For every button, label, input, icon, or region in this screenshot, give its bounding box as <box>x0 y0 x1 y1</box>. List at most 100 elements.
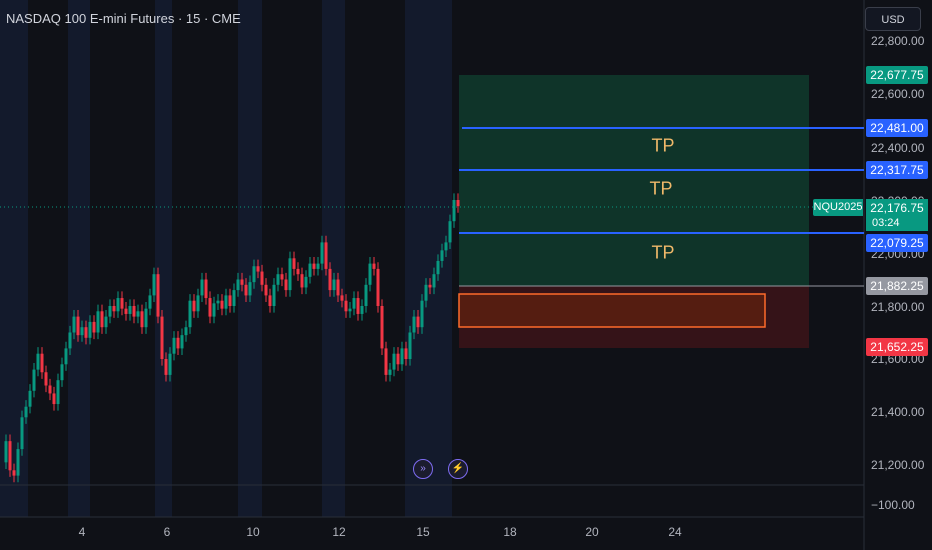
candle-body <box>148 295 152 309</box>
candle-body <box>32 369 36 391</box>
candle-body <box>384 348 388 375</box>
candle-body <box>456 200 460 207</box>
candle-body <box>296 268 300 275</box>
candle-body <box>424 284 428 301</box>
candle-body <box>216 300 220 304</box>
session-band <box>155 0 172 517</box>
candle-body <box>28 390 32 407</box>
candle-body <box>340 295 344 301</box>
session-band <box>238 0 262 517</box>
candle-body <box>52 393 56 405</box>
candle-body <box>240 279 244 285</box>
price-tag-tp2: 22,317.75 <box>866 161 928 179</box>
candle-body <box>252 266 256 283</box>
candle-body <box>20 417 24 450</box>
candle-body <box>288 258 292 291</box>
candle-body <box>188 300 192 328</box>
candle-body <box>152 274 156 296</box>
candle-body <box>212 303 216 317</box>
entry-box[interactable] <box>458 293 766 328</box>
candle-body <box>8 441 12 471</box>
candle-body <box>292 258 296 269</box>
x-tick: 20 <box>585 525 599 539</box>
candle-body <box>452 200 456 222</box>
candle-body <box>56 380 60 405</box>
candle-body <box>440 250 444 261</box>
candle-body <box>156 274 160 317</box>
tp-label: TP <box>649 178 673 199</box>
candle-body <box>316 263 320 269</box>
candle-body <box>348 308 352 312</box>
y-tick: 21,400.00 <box>871 405 925 419</box>
candle-body <box>448 221 452 243</box>
candle-body <box>204 279 208 299</box>
candle-body <box>404 348 408 359</box>
x-tick: 24 <box>668 525 682 539</box>
candle-body <box>272 284 276 306</box>
candle-body <box>196 295 200 312</box>
candle-body <box>36 353 40 370</box>
tp-label: TP <box>651 242 675 263</box>
x-tick: 6 <box>163 525 171 539</box>
y-tick: 21,200.00 <box>871 458 925 472</box>
y-tick: 22,400.00 <box>871 141 925 155</box>
candle-body <box>336 279 340 296</box>
price-tag-stop: 21,652.25 <box>866 338 928 356</box>
indicator-tick: −100.00 <box>871 498 915 512</box>
candle-body <box>136 311 140 317</box>
candle-body <box>308 263 312 277</box>
bar-countdown: 03:24 <box>866 216 928 231</box>
candle-body <box>372 263 376 269</box>
session-band <box>68 0 90 517</box>
candle-body <box>376 268 380 306</box>
candle-body <box>92 321 96 333</box>
candle-body <box>16 449 20 476</box>
fast-forward-icon[interactable]: » <box>413 459 433 479</box>
candle-body <box>108 306 112 317</box>
candle-body <box>48 385 52 394</box>
candle-body <box>220 300 224 309</box>
candles <box>4 193 460 483</box>
candle-body <box>116 298 120 312</box>
candle-body <box>436 260 440 275</box>
price-tag-entry: 21,882.25 <box>866 277 928 295</box>
candle-body <box>72 316 76 333</box>
candle-body <box>88 321 92 338</box>
candle-body <box>284 279 288 291</box>
candle-body <box>40 353 44 373</box>
candle-body <box>280 274 284 280</box>
candle-body <box>412 316 416 333</box>
candle-body <box>324 242 328 269</box>
candle-body <box>276 274 280 285</box>
candle-body <box>184 327 188 336</box>
candle-body <box>260 271 264 285</box>
candle-body <box>172 337 176 354</box>
candle-body <box>176 337 180 349</box>
candle-body <box>392 353 396 370</box>
candle-body <box>408 332 412 359</box>
chart-title: NASDAQ 100 E-mini Futures · 15 · CME <box>6 11 241 26</box>
session-band <box>0 0 28 517</box>
candle-body <box>84 327 88 338</box>
target-zone[interactable] <box>459 75 809 286</box>
candle-body <box>100 311 104 328</box>
candle-body <box>180 335 184 349</box>
candle-body <box>256 266 260 272</box>
price-tag-tp3: 22,079.25 <box>866 234 928 252</box>
currency-selector[interactable]: USD <box>865 7 921 31</box>
candle-body <box>368 263 372 285</box>
candle-body <box>380 306 384 349</box>
candle-body <box>228 295 232 306</box>
tp-label: TP <box>651 135 675 156</box>
x-tick: 12 <box>332 525 346 539</box>
candle-body <box>264 284 268 296</box>
candle-body <box>112 306 116 312</box>
symbol-tag: NQU2025 <box>813 199 863 216</box>
lightning-icon[interactable]: ⚡ <box>448 459 468 479</box>
candle-body <box>44 372 48 386</box>
candle-body <box>164 359 168 375</box>
candle-body <box>444 242 448 251</box>
candle-body <box>268 295 272 306</box>
candle-body <box>244 284 248 296</box>
